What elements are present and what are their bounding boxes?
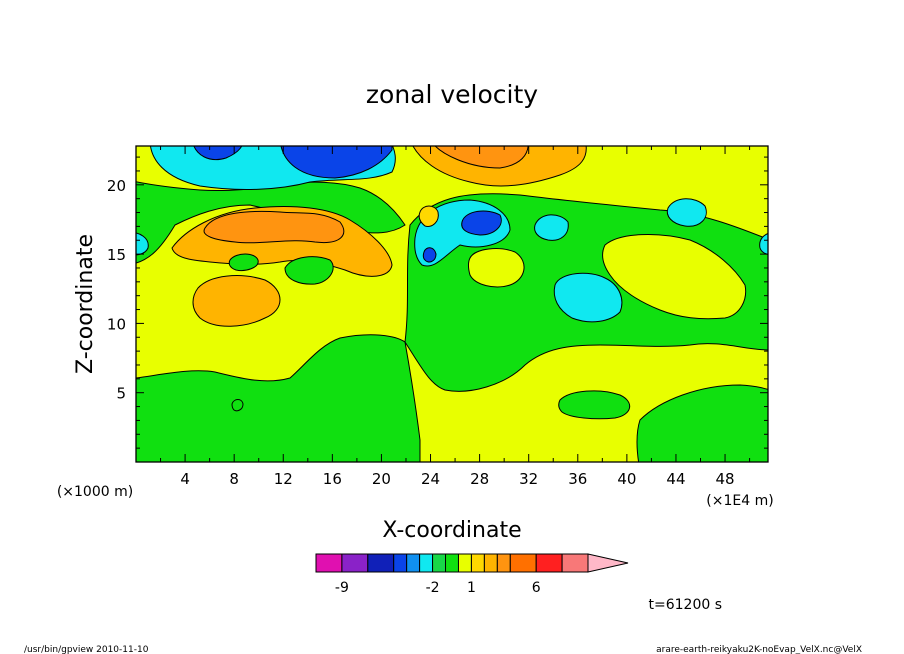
- colorbar: [315, 553, 629, 573]
- colorbar-swatch: [393, 553, 408, 573]
- green-bottom-left-spot: [231, 399, 244, 412]
- cyan-right-spot-1: [534, 214, 569, 241]
- colorbar-swatch: [483, 553, 498, 573]
- green-lower-left-region: [136, 334, 421, 462]
- blue-top-left-spot: [193, 146, 243, 161]
- x-axis-title: X-coordinate: [382, 518, 521, 543]
- green-lower-right-edge-region: [636, 384, 768, 462]
- contour-plot-area: [136, 146, 768, 462]
- colorbar-swatch: [432, 553, 447, 573]
- colorbar-swatch: [457, 553, 472, 573]
- dark-orange-top-center-spot: [434, 146, 529, 169]
- x-tick-label: 36: [568, 470, 587, 488]
- y-tick-label: 15: [107, 246, 126, 264]
- colorbar-swatch: [496, 553, 511, 573]
- blue-top-region: [280, 146, 393, 179]
- y-tick-label: 5: [116, 385, 126, 403]
- chart-title: zonal velocity: [366, 80, 538, 109]
- time-label: t=61200 s: [649, 597, 723, 613]
- cyan-left-edge-spot: [136, 232, 149, 256]
- x-tick-label: 8: [229, 470, 239, 488]
- yellow-right-region: [602, 234, 747, 320]
- colorbar-swatch: [509, 553, 537, 573]
- x-tick-label: 32: [519, 470, 538, 488]
- green-left-spot: [228, 253, 259, 271]
- colorbar-swatch: [561, 553, 589, 573]
- colorbar-tick-label: 1: [467, 580, 476, 596]
- colorbar-swatch: [406, 553, 421, 573]
- y-tick-label: 20: [107, 177, 126, 195]
- blue-small-center-spot: [422, 247, 437, 263]
- green-top-left-region: [136, 181, 406, 264]
- x-tick-label: 16: [323, 470, 342, 488]
- cyan-right-region: [553, 272, 623, 323]
- y-unit-label: (×1000 m): [57, 484, 133, 500]
- colorbar-tick-labels: -9 -2 1 6: [335, 580, 541, 596]
- plot-frame: [135, 145, 769, 463]
- x-tick-label: 44: [666, 470, 685, 488]
- footer-right: arare-earth-reikyaku2K-noEvap_VelX.nc@Ve…: [656, 645, 862, 654]
- orange-dark-left-spot: [203, 210, 345, 244]
- yellow-center-spot: [418, 205, 439, 227]
- x-tick-label: 40: [617, 470, 636, 488]
- x-tick-label: 24: [421, 470, 440, 488]
- x-tick-label: 20: [372, 470, 391, 488]
- cyan-right-spot-2: [666, 198, 707, 227]
- colorbar-swatch: [315, 553, 343, 573]
- axis-ticks: [136, 146, 768, 462]
- x-tick-label: 4: [180, 470, 190, 488]
- green-lower-right-region: [558, 390, 630, 420]
- colorbar-swatch: [341, 553, 369, 573]
- yellow-center-right-blob: [468, 248, 525, 288]
- colorbar-extend-arrow: [587, 553, 629, 573]
- y-tick-label: 10: [107, 315, 126, 333]
- green-center-spot: [284, 256, 334, 285]
- footer-left: /usr/bin/gpview 2010-11-10: [24, 645, 149, 654]
- x-tick-label: 48: [716, 470, 735, 488]
- colorbar-swatch: [367, 553, 395, 573]
- colorbar-tick-label: 6: [532, 580, 541, 596]
- y-axis-title: Z-coordinate: [73, 234, 98, 374]
- colorbar-swatch: [445, 553, 459, 573]
- x-tick-label: 28: [470, 470, 489, 488]
- blue-center-spot: [461, 210, 502, 236]
- colorbar-swatch: [470, 553, 485, 573]
- orange-lower-left-blob: [192, 275, 281, 327]
- colorbar-swatch: [535, 553, 563, 573]
- colorbar-swatch: [419, 553, 434, 573]
- x-tick-label: 12: [274, 470, 293, 488]
- colorbar-tick-label: -9: [335, 580, 349, 596]
- colorbar-tick-label: -2: [426, 580, 440, 596]
- x-unit-label: (×1E4 m): [706, 493, 773, 509]
